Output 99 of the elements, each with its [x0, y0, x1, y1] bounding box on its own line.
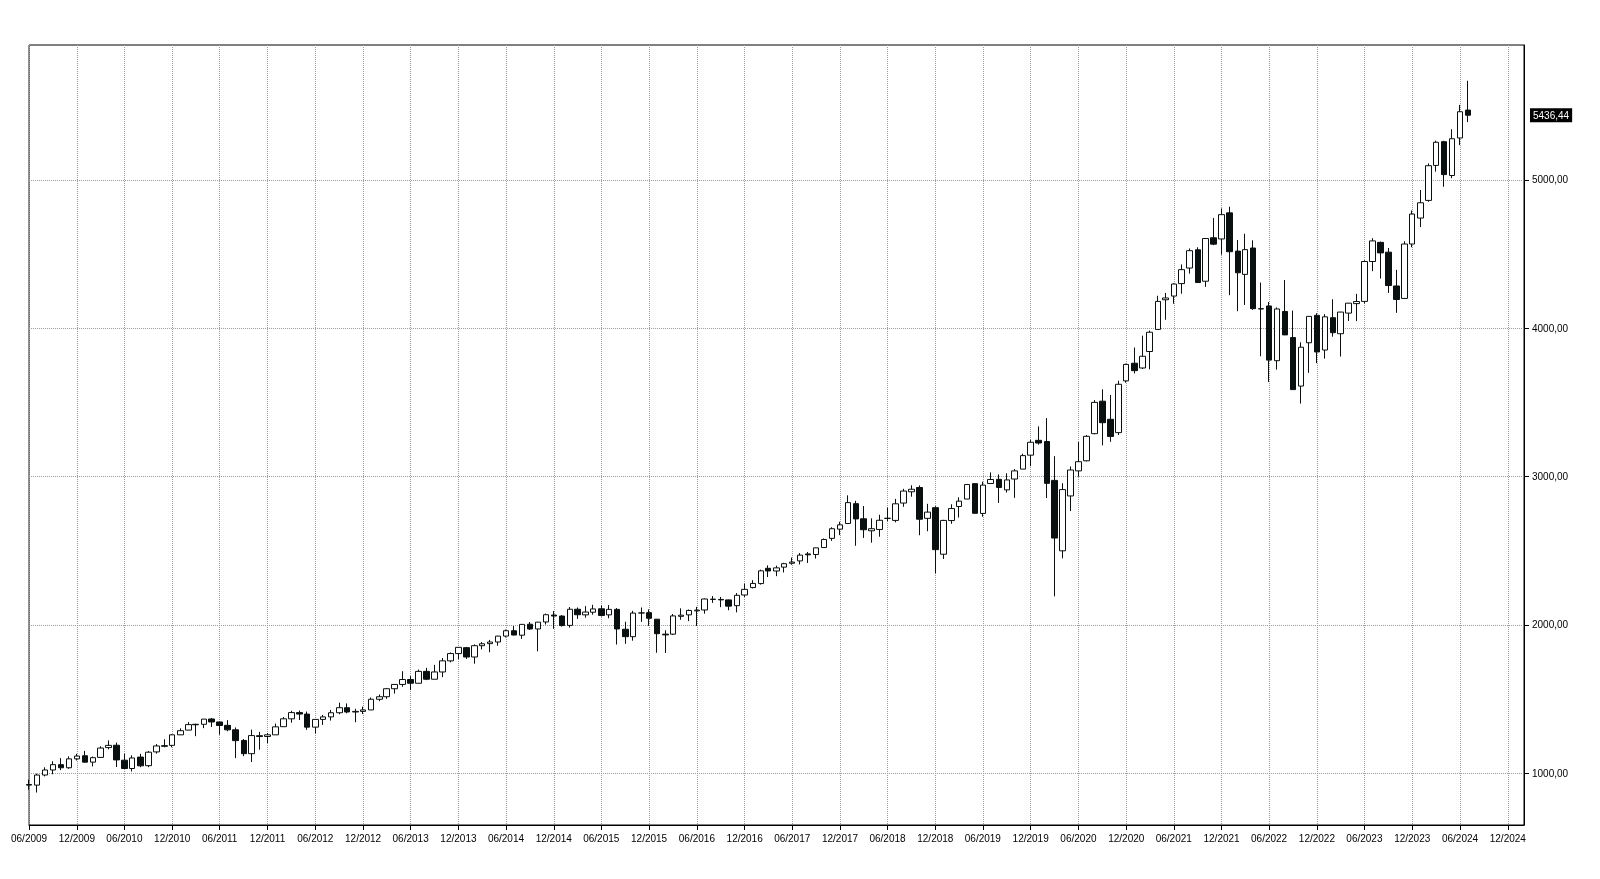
candlestick [964, 483, 970, 500]
candlestick [987, 471, 994, 484]
candlestick [654, 618, 660, 654]
candlestick [1322, 313, 1328, 360]
candlestick [829, 526, 835, 542]
y-tick-label: 5000,00 [1532, 174, 1569, 186]
x-tick-label: 06/2010 [106, 832, 143, 844]
x-tick-label: 06/2009 [11, 832, 48, 844]
candlestick [368, 696, 374, 711]
x-tick-label: 06/2019 [964, 832, 1002, 844]
x-tick-label: 12/2009 [58, 832, 96, 844]
candlestick [42, 766, 48, 777]
candlestick [797, 552, 803, 565]
y-tick-label: 2000,00 [1532, 619, 1569, 631]
x-tick-label: 12/2016 [726, 832, 764, 844]
candlestick [821, 538, 827, 549]
candlestick [74, 753, 80, 761]
candlestick [1123, 363, 1129, 384]
candlestick [972, 482, 978, 514]
candlestick [1250, 239, 1256, 311]
x-tick-label: 12/2015 [631, 832, 668, 844]
candlestick [1290, 310, 1296, 391]
x-tick-label: 06/2012 [297, 832, 334, 844]
x-tick-label: 12/2018 [917, 832, 954, 844]
candlestick [614, 607, 620, 646]
candlestick [813, 547, 819, 560]
candlestick [750, 579, 756, 589]
candlestick [1266, 301, 1272, 383]
candlestick [1465, 80, 1471, 123]
x-tick-label: 06/2022 [1251, 832, 1288, 844]
x-tick-label: 12/2011 [249, 832, 286, 844]
x-tick-label: 06/2020 [1060, 832, 1097, 844]
x-tick-label: 12/2022 [1298, 832, 1336, 844]
candlestick [527, 621, 533, 631]
candlestick [66, 755, 72, 770]
candlestick [1282, 279, 1288, 336]
candlestick [1306, 315, 1312, 374]
candlestick [328, 709, 334, 722]
y-tick-label: 4000,00 [1532, 322, 1569, 334]
candlestick [1146, 330, 1153, 370]
candlestick [1083, 434, 1090, 462]
candlestick [535, 621, 541, 652]
x-tick-label: 06/2013 [392, 832, 430, 844]
candlestick [1314, 312, 1320, 364]
candlestick [1457, 104, 1463, 146]
x-tick-label: 12/2024 [1489, 832, 1527, 844]
candlestick [1417, 189, 1424, 228]
candlestick [551, 610, 557, 630]
candlestick [1258, 282, 1264, 357]
x-tick-label: 06/2015 [583, 832, 620, 844]
candlestick [980, 481, 986, 518]
candlestick [34, 773, 40, 794]
y-tick-label: 1000,00 [1532, 767, 1569, 779]
candlestick [58, 757, 64, 771]
y-tick-label: 3000,00 [1532, 471, 1569, 483]
candlestick [50, 760, 56, 775]
candlestick [1186, 247, 1193, 275]
x-tick-label: 06/2016 [678, 832, 716, 844]
candlestick [1441, 140, 1447, 188]
x-tick-label: 06/2023 [1346, 832, 1383, 844]
candlestick [487, 639, 493, 653]
x-tick-label: 06/2018 [869, 832, 907, 844]
x-tick-label: 06/2011 [202, 832, 238, 844]
candlestick [1162, 292, 1169, 321]
x-tick-label: 12/2012 [345, 832, 382, 844]
x-tick-label: 12/2019 [1012, 832, 1050, 844]
candlestick [1298, 341, 1304, 405]
x-tick-label: 12/2021 [1203, 832, 1241, 844]
candlestick [837, 521, 843, 536]
x-tick-label: 12/2023 [1394, 832, 1431, 844]
candlestick [26, 779, 32, 791]
x-tick-label: 06/2017 [774, 832, 811, 844]
candlestick [996, 473, 1002, 504]
x-tick-label: 12/2014 [535, 832, 573, 844]
candlestick [805, 551, 811, 564]
candlestick [1155, 295, 1161, 330]
candlestick [519, 623, 525, 640]
candlestick [710, 595, 716, 604]
candlestick [845, 494, 851, 525]
x-tick-label: 12/2017 [821, 832, 859, 844]
text: 5436,44 [1533, 109, 1570, 121]
x-tick-label: 12/2010 [154, 832, 191, 844]
x-tick-label: 12/2013 [440, 832, 477, 844]
candlestick [686, 609, 692, 622]
candlestick [82, 750, 88, 764]
candlestick [495, 635, 501, 647]
candlestick [511, 625, 517, 636]
candlestick [543, 613, 549, 626]
candlestick [789, 556, 795, 566]
candlestick [1449, 128, 1455, 179]
candlestick [1274, 306, 1280, 371]
x-tick-label: 12/2020 [1108, 832, 1145, 844]
candlestick [956, 496, 962, 519]
x-tick-label: 06/2021 [1155, 832, 1193, 844]
candlestick [678, 607, 684, 621]
x-tick-label: 06/2014 [487, 832, 525, 844]
x-tick-label: 06/2024 [1441, 832, 1479, 844]
candlestick [503, 629, 509, 638]
candlestick [559, 614, 565, 628]
